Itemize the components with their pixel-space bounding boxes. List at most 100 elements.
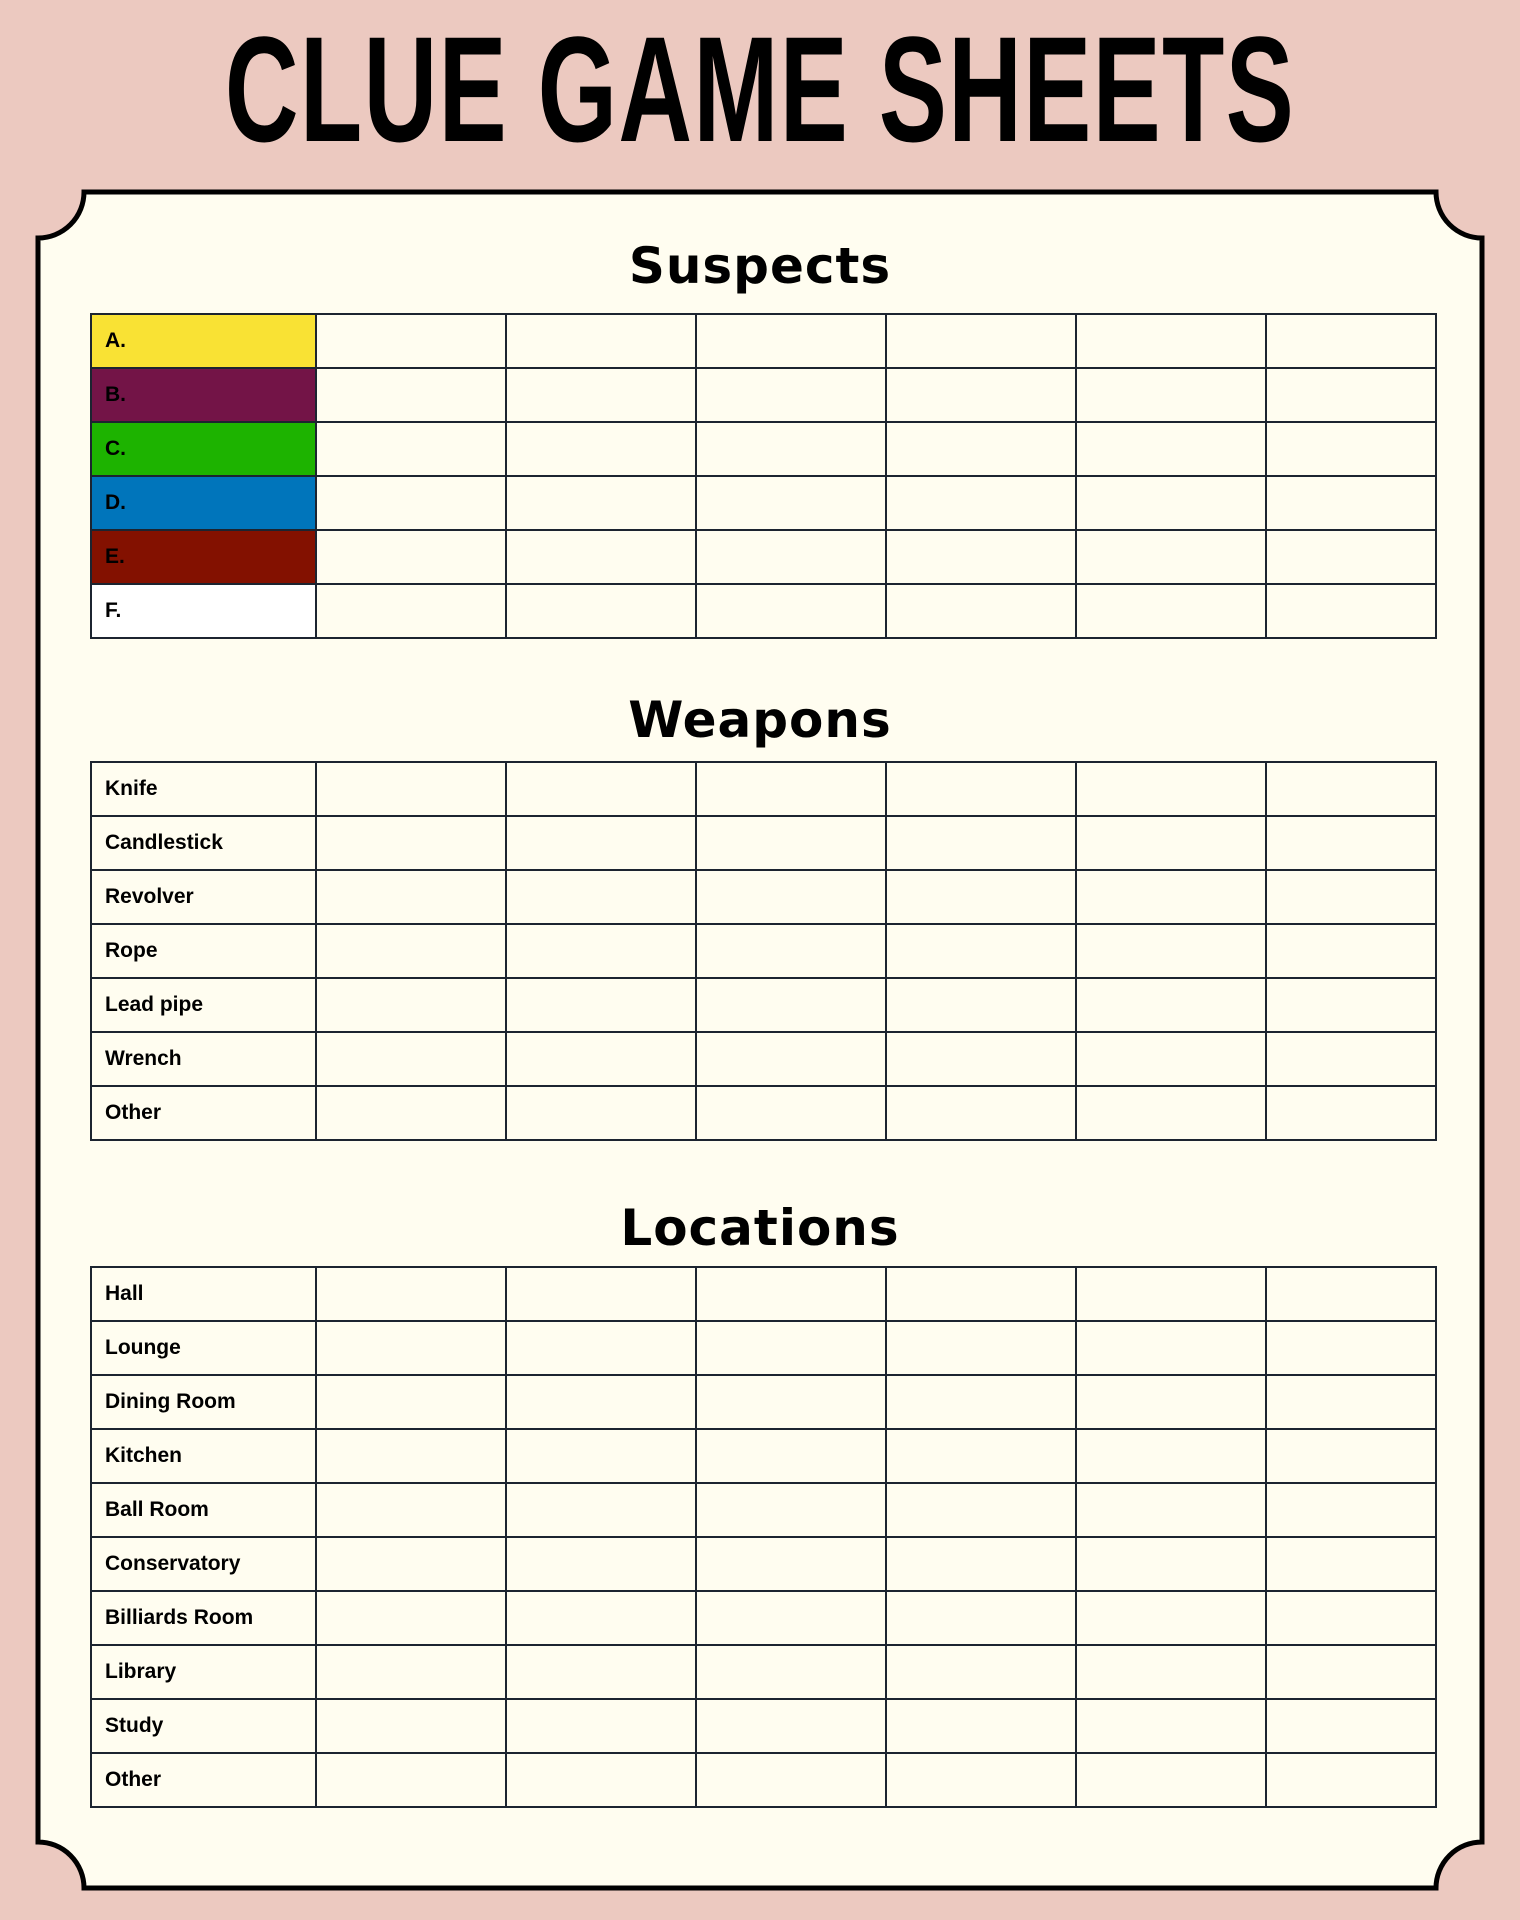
checkbox-cell[interactable] [315,1266,507,1322]
checkbox-cell[interactable] [315,923,507,979]
checkbox-cell[interactable] [695,367,887,423]
checkbox-cell[interactable] [315,1031,507,1087]
checkbox-cell[interactable] [885,529,1077,585]
checkbox-cell[interactable] [505,1698,697,1754]
checkbox-cell[interactable] [315,583,507,639]
checkbox-cell[interactable] [505,1085,697,1141]
checkbox-cell[interactable] [885,367,1077,423]
checkbox-cell[interactable] [885,1085,1077,1141]
checkbox-cell[interactable] [885,1482,1077,1538]
checkbox-cell[interactable] [505,421,697,477]
checkbox-cell[interactable] [315,529,507,585]
checkbox-cell[interactable] [1075,1374,1267,1430]
checkbox-cell[interactable] [505,1644,697,1700]
checkbox-cell[interactable] [1075,1482,1267,1538]
checkbox-cell[interactable] [885,475,1077,531]
checkbox-cell[interactable] [1075,761,1267,817]
checkbox-cell[interactable] [315,815,507,871]
checkbox-cell[interactable] [1075,1752,1267,1808]
checkbox-cell[interactable] [505,761,697,817]
checkbox-cell[interactable] [315,1752,507,1808]
checkbox-cell[interactable] [885,923,1077,979]
checkbox-cell[interactable] [1075,1320,1267,1376]
checkbox-cell[interactable] [695,1428,887,1484]
checkbox-cell[interactable] [695,1536,887,1592]
checkbox-cell[interactable] [315,421,507,477]
checkbox-cell[interactable] [315,1644,507,1700]
checkbox-cell[interactable] [695,313,887,369]
checkbox-cell[interactable] [1265,421,1437,477]
checkbox-cell[interactable] [1265,1085,1437,1141]
checkbox-cell[interactable] [505,1590,697,1646]
checkbox-cell[interactable] [695,1266,887,1322]
checkbox-cell[interactable] [505,869,697,925]
checkbox-cell[interactable] [315,1590,507,1646]
checkbox-cell[interactable] [1265,1428,1437,1484]
checkbox-cell[interactable] [1075,1031,1267,1087]
checkbox-cell[interactable] [505,1752,697,1808]
checkbox-cell[interactable] [885,1320,1077,1376]
checkbox-cell[interactable] [315,869,507,925]
checkbox-cell[interactable] [505,583,697,639]
checkbox-cell[interactable] [505,1374,697,1430]
checkbox-cell[interactable] [695,1698,887,1754]
checkbox-cell[interactable] [695,583,887,639]
checkbox-cell[interactable] [1265,529,1437,585]
checkbox-cell[interactable] [505,475,697,531]
checkbox-cell[interactable] [885,761,1077,817]
checkbox-cell[interactable] [1265,1031,1437,1087]
checkbox-cell[interactable] [695,923,887,979]
checkbox-cell[interactable] [695,1085,887,1141]
checkbox-cell[interactable] [1265,313,1437,369]
checkbox-cell[interactable] [695,815,887,871]
checkbox-cell[interactable] [695,1590,887,1646]
checkbox-cell[interactable] [1075,583,1267,639]
checkbox-cell[interactable] [695,475,887,531]
checkbox-cell[interactable] [1265,1374,1437,1430]
checkbox-cell[interactable] [885,1031,1077,1087]
checkbox-cell[interactable] [1265,1266,1437,1322]
checkbox-cell[interactable] [885,1752,1077,1808]
checkbox-cell[interactable] [695,1644,887,1700]
checkbox-cell[interactable] [1265,1482,1437,1538]
checkbox-cell[interactable] [1265,869,1437,925]
checkbox-cell[interactable] [505,1031,697,1087]
checkbox-cell[interactable] [695,761,887,817]
checkbox-cell[interactable] [885,583,1077,639]
checkbox-cell[interactable] [1265,1590,1437,1646]
checkbox-cell[interactable] [315,1374,507,1430]
checkbox-cell[interactable] [1075,1085,1267,1141]
checkbox-cell[interactable] [885,1428,1077,1484]
checkbox-cell[interactable] [885,1374,1077,1430]
checkbox-cell[interactable] [695,977,887,1033]
checkbox-cell[interactable] [885,977,1077,1033]
checkbox-cell[interactable] [505,529,697,585]
checkbox-cell[interactable] [505,1536,697,1592]
checkbox-cell[interactable] [1265,1320,1437,1376]
checkbox-cell[interactable] [505,1266,697,1322]
checkbox-cell[interactable] [885,869,1077,925]
checkbox-cell[interactable] [1265,1536,1437,1592]
checkbox-cell[interactable] [885,1590,1077,1646]
checkbox-cell[interactable] [1075,1536,1267,1592]
checkbox-cell[interactable] [1265,977,1437,1033]
checkbox-cell[interactable] [695,1752,887,1808]
checkbox-cell[interactable] [1075,475,1267,531]
checkbox-cell[interactable] [1265,367,1437,423]
checkbox-cell[interactable] [695,1031,887,1087]
checkbox-cell[interactable] [1075,977,1267,1033]
checkbox-cell[interactable] [885,815,1077,871]
checkbox-cell[interactable] [505,977,697,1033]
checkbox-cell[interactable] [505,815,697,871]
checkbox-cell[interactable] [1075,869,1267,925]
checkbox-cell[interactable] [1075,1428,1267,1484]
checkbox-cell[interactable] [505,1320,697,1376]
checkbox-cell[interactable] [1075,529,1267,585]
checkbox-cell[interactable] [1075,421,1267,477]
checkbox-cell[interactable] [695,1320,887,1376]
checkbox-cell[interactable] [1075,313,1267,369]
checkbox-cell[interactable] [885,1536,1077,1592]
checkbox-cell[interactable] [315,367,507,423]
checkbox-cell[interactable] [1075,1266,1267,1322]
checkbox-cell[interactable] [315,1428,507,1484]
